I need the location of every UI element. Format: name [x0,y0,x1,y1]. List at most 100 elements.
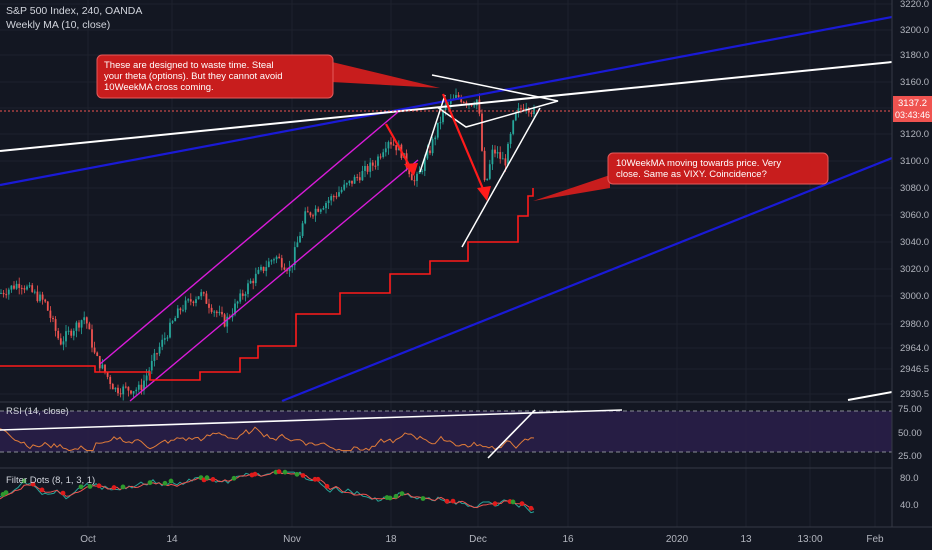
weekly-ma-line[interactable] [0,188,534,381]
candle-body-128 [332,196,335,198]
candle-body-161 [418,170,421,174]
candle-body-72 [187,299,190,301]
time-axis-label-4: Dec [469,534,487,545]
candle-body-158 [410,174,413,181]
red-arrow-2-head [477,186,491,201]
candle-body-146 [379,156,382,158]
white-wedge-upper[interactable] [419,94,446,173]
candle-body-147 [382,152,385,158]
white-trendline-bottom-right[interactable] [847,391,893,401]
white-wedge-lower[interactable] [461,107,541,248]
price-axis-background [892,0,932,527]
magenta-channel-upper[interactable] [99,111,399,365]
time-axis-label-6: 2020 [666,534,689,545]
filter-dot-27 [315,476,321,482]
candle-body-95 [247,283,249,295]
candle-body-68 [176,308,179,318]
candle-body-79 [205,293,208,304]
price-axis-label-15: 2930.5 [900,389,929,400]
candle-body-75 [195,299,197,304]
annotation-1-line-1: These are designed to waste time. Steal [104,60,274,71]
price-axis-labels: 3220.03200.03180.03160.03140.03120.03100… [900,0,929,400]
candle-body-91 [236,301,239,304]
candle-body-99 [257,269,260,274]
candle-body-84 [218,311,221,314]
filter-dot-39 [519,501,525,507]
candle-body-181 [470,104,473,106]
candle-body-121 [314,208,317,216]
candle-body-6 [15,283,18,289]
rsi-white-trendline[interactable] [0,409,623,431]
time-axis-label-2: Nov [283,534,301,545]
candle-body-111 [288,267,291,272]
red-arrow-1-head [404,163,418,176]
candle-body-1 [2,292,5,295]
candle-body-103 [267,261,270,268]
candle-body-176 [457,95,460,98]
candle-body-19 [49,310,52,318]
candle-body-197 [512,120,515,134]
candle-body-13 [33,291,36,293]
rsi-axis-label-75: 75.00 [898,404,922,415]
candle-body-32 [83,317,86,321]
price-axis-label-8: 3060.0 [900,210,929,221]
candle-body-194 [504,158,507,166]
candle-body-115 [299,235,301,243]
candle-body-98 [254,273,257,284]
candle-body-196 [509,133,512,144]
candle-body-43 [111,383,114,390]
candle-body-80 [208,303,210,308]
candle-body-86 [223,314,226,327]
candle-body-198 [514,112,517,121]
candle-body-131 [340,189,343,193]
white-triangle-pattern[interactable] [431,74,559,128]
rsi-axis-label-50: 50.00 [898,428,922,439]
time-axis-label-5: 16 [562,534,574,545]
candle-body-113 [293,247,296,266]
rsi-white-wedge[interactable] [487,409,536,459]
candle-body-173 [449,99,452,104]
red-arrow-2[interactable] [441,93,488,197]
dots-axis-label-80: 80.0 [900,473,919,484]
candle-body-169 [439,122,442,124]
white-trendline-long[interactable] [0,61,893,152]
annotation-2[interactable]: 10WeekMA moving towards price. Very clos… [533,152,829,201]
candle-body-2 [5,294,8,296]
candle-body-70 [182,309,184,311]
candle-body-130 [338,192,340,197]
price-axis[interactable]: 3220.03200.03180.03160.03140.03120.03100… [891,0,932,527]
candle-body-148 [384,148,387,153]
candle-body-117 [304,211,307,224]
magenta-channel-lower[interactable] [129,159,419,402]
candle-body-185 [481,113,483,151]
price-axis-label-10: 3020.0 [900,264,929,275]
annotation-2-line-1: 10WeekMA moving towards price. Very [616,158,781,169]
candle-body-102 [265,267,268,271]
filter-dot-7 [87,484,93,489]
candle-body-186 [483,150,486,181]
candle-body-82 [213,311,216,313]
filter-dot-40 [528,505,534,511]
candle-body-164 [426,150,429,159]
price-axis-label-11: 3000.0 [900,291,929,302]
candle-body-7 [18,283,21,288]
price-axis-label-13: 2964.0 [900,343,929,354]
candle-body-150 [390,142,392,145]
candle-body-18 [46,301,49,311]
candle-body-27 [70,330,73,336]
annotation-1[interactable]: These are designed to waste time. Steal … [96,54,440,99]
bar-countdown: 03:43:46 [895,110,930,120]
time-axis[interactable]: Oct 14 Nov 18 Dec 16 2020 13 13:00 Feb [0,526,932,545]
candle-body-119 [309,212,312,216]
blue-trendline-lower[interactable] [281,156,893,403]
filter-dots [0,469,534,511]
price-axis-label-7: 3080.0 [900,183,929,194]
filter-dot-34 [444,498,450,504]
candle-body-125 [325,203,327,209]
filter-dot-3 [30,481,36,487]
annotation-2-pointer [533,175,610,201]
rsi-pane[interactable]: RSI (14, close) [0,401,932,459]
annotation-1-box [96,54,334,99]
filter-dots-pane[interactable]: Filter Dots (8, 1, 3, 1) [0,467,932,514]
